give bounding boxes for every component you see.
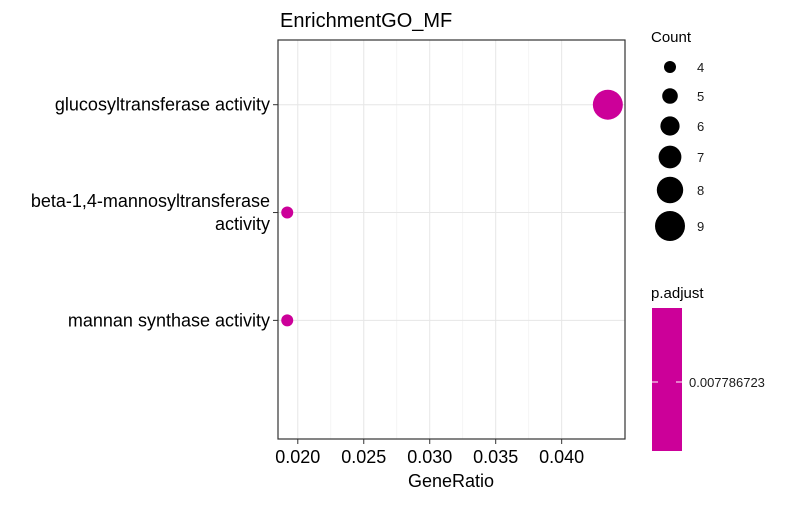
data-point bbox=[592, 89, 623, 120]
x-tick-label: 0.035 bbox=[473, 447, 518, 467]
count-legend-key bbox=[660, 116, 680, 136]
panel-background bbox=[278, 40, 625, 439]
y-tick-label: glucosyltransferase activity bbox=[55, 95, 270, 115]
count-legend-key bbox=[664, 61, 676, 73]
count-legend: Count 4 5 6 7 8 9 bbox=[651, 29, 704, 241]
count-legend-label: 7 bbox=[697, 150, 704, 165]
chart-title: EnrichmentGO_MF bbox=[280, 10, 452, 32]
x-tick-label: 0.020 bbox=[275, 447, 320, 467]
p-adjust-legend-title: p.adjust bbox=[651, 285, 704, 302]
p-adjust-colorbar bbox=[652, 308, 682, 451]
count-legend-key bbox=[655, 211, 685, 241]
count-legend-title: Count bbox=[651, 29, 692, 46]
y-tick-label: beta-1,4-mannosyltransferase bbox=[31, 191, 270, 211]
x-axis: 0.020 0.025 0.030 0.035 0.040 bbox=[275, 439, 584, 467]
count-legend-label: 4 bbox=[697, 60, 704, 75]
count-legend-label: 5 bbox=[697, 89, 704, 104]
x-tick-label: 0.040 bbox=[539, 447, 584, 467]
count-legend-key bbox=[656, 176, 684, 204]
data-point bbox=[281, 206, 294, 219]
x-tick-label: 0.030 bbox=[407, 447, 452, 467]
count-legend-key bbox=[658, 145, 682, 169]
count-legend-label: 6 bbox=[697, 119, 704, 134]
x-axis-label: GeneRatio bbox=[408, 471, 494, 491]
count-legend-label: 8 bbox=[697, 183, 704, 198]
p-adjust-legend: p.adjust 0.007786723 bbox=[651, 285, 765, 451]
data-point bbox=[281, 314, 294, 327]
count-legend-label: 9 bbox=[697, 219, 704, 234]
x-tick-label: 0.025 bbox=[341, 447, 386, 467]
p-adjust-legend-label: 0.007786723 bbox=[689, 375, 765, 390]
y-tick-label: mannan synthase activity bbox=[68, 310, 270, 330]
plot-panel bbox=[277, 39, 626, 440]
y-axis: glucosyltransferase activity beta-1,4-man… bbox=[31, 95, 278, 330]
count-legend-key bbox=[662, 88, 678, 104]
panel-border bbox=[277, 39, 626, 440]
y-tick-label: activity bbox=[215, 214, 270, 234]
